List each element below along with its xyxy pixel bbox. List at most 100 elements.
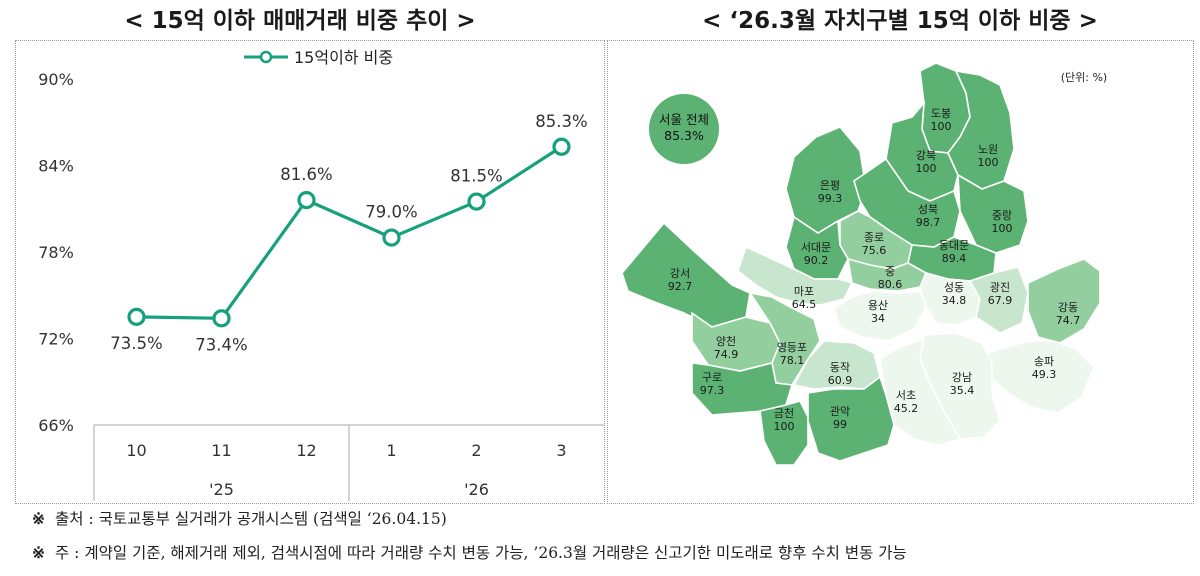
district-value: 100 xyxy=(992,222,1013,235)
district-value: 49.3 xyxy=(1032,368,1057,381)
series-line xyxy=(136,145,563,320)
line-chart-title: < 15억 이하 매매거래 비중 추이 > xyxy=(124,8,476,34)
data-point xyxy=(467,192,486,211)
district-value: 67.9 xyxy=(988,294,1013,307)
overall-label: 서울 전체 xyxy=(659,112,709,127)
district-name: 서초 xyxy=(896,389,916,402)
x-tick-label: 11 xyxy=(211,441,231,460)
district-value: 60.9 xyxy=(828,374,853,387)
district-area xyxy=(691,362,794,416)
data-point xyxy=(382,228,401,247)
y-tick-label: 90% xyxy=(38,70,74,89)
y-tick-label: 78% xyxy=(38,243,74,262)
district-area xyxy=(957,173,1029,254)
district-value: 34 xyxy=(871,312,885,325)
district-name: 강북 xyxy=(916,149,936,162)
footnote-mark: ※ xyxy=(32,543,45,562)
y-tick-label: 66% xyxy=(38,416,74,435)
district-area xyxy=(737,245,854,306)
district-name: 중 xyxy=(885,265,895,278)
district-name: 광진 xyxy=(990,281,1010,294)
district-value: 75.6 xyxy=(862,244,887,257)
y-tick-label: 84% xyxy=(38,157,74,176)
district-value: 100 xyxy=(978,156,999,169)
district-name: 도봉 xyxy=(931,107,951,120)
data-point xyxy=(127,307,146,326)
x-tick-label: 12 xyxy=(296,441,316,460)
district-area xyxy=(748,291,821,386)
district-value: 78.1 xyxy=(780,354,805,367)
data-label: 73.4% xyxy=(195,335,247,354)
data-label: 79.0% xyxy=(365,203,417,222)
district-name: 동대문 xyxy=(939,239,969,252)
district-name: 구로 xyxy=(702,371,722,384)
district-map-panel: 도봉 100 강북 100 노원 100 은평 99.3 성북 98.7 중랑 100 종로 75.6 서대… xyxy=(607,40,1194,504)
district-name: 금천 xyxy=(774,406,794,420)
district-name: 영등포 xyxy=(777,341,807,354)
footnote-mark: ※ xyxy=(32,509,45,528)
district-area xyxy=(785,215,849,280)
y-tick-label: 72% xyxy=(38,330,74,349)
year-group-label: '25 xyxy=(209,480,234,499)
district-name: 성북 xyxy=(918,203,938,216)
district-value: 45.2 xyxy=(894,402,919,415)
data-point xyxy=(552,137,571,156)
data-point xyxy=(212,309,231,328)
district-name: 종로 xyxy=(864,231,884,244)
data-label: 73.5% xyxy=(110,334,162,353)
district-name: 성동 xyxy=(944,281,964,294)
x-tick-label: 1 xyxy=(386,441,396,460)
district-value: 99.3 xyxy=(818,192,843,205)
line-chart-panel: 66% 72% 78% 84% 90% 10 11 12 1 2 3'25'26 15억이하 비중 73… xyxy=(15,40,605,504)
district-name: 마포 xyxy=(794,285,814,298)
district-name: 강서 xyxy=(670,267,690,280)
district-area xyxy=(833,290,927,342)
district-value: 100 xyxy=(931,120,952,133)
district-value: 99 xyxy=(833,418,847,431)
district-name: 관악 xyxy=(830,405,850,418)
x-tick-label: 10 xyxy=(126,441,146,460)
district-name: 은평 xyxy=(820,179,840,192)
district-value: 92.7 xyxy=(668,280,693,293)
x-tick-label: 3 xyxy=(556,441,566,460)
legend-marker xyxy=(259,50,273,64)
district-name: 강동 xyxy=(1058,301,1078,314)
note-footnote: ※ 주 : 계약일 기준, 해제거래 제외, 검색시점에 따라 거래량 수치 변동… xyxy=(32,541,907,563)
district-name: 용산 xyxy=(868,299,888,312)
district-area xyxy=(968,266,1029,334)
district-value: 35.4 xyxy=(950,384,975,397)
district-value: 74.7 xyxy=(1056,314,1081,327)
district-area xyxy=(1027,258,1101,344)
data-label: 85.3% xyxy=(535,112,587,131)
district-value: 64.5 xyxy=(792,298,817,311)
district-name: 서대문 xyxy=(801,241,831,254)
district-value: 90.2 xyxy=(804,254,829,267)
unit-label: (단위: %) xyxy=(1061,71,1107,84)
district-map: 도봉100강북100노원100은평99.3성북98.7중랑100종로75.6서대… xyxy=(621,62,1107,466)
district-name: 송파 xyxy=(1034,355,1054,368)
data-label: 81.5% xyxy=(450,167,502,186)
district-value: 34.8 xyxy=(942,294,967,307)
district-value: 100 xyxy=(916,162,937,175)
district-area xyxy=(807,375,895,462)
district-name: 양천 xyxy=(716,334,736,348)
district-name: 동작 xyxy=(830,361,850,374)
district-name: 노원 xyxy=(978,143,998,156)
district-value: 97.3 xyxy=(700,384,725,397)
source-footnote: ※ 출처 : 국토교통부 실거래가 공개시스템 (검색일 ‘26.04.15) xyxy=(32,507,447,529)
source-footnote-text: 출처 : 국토교통부 실거래가 공개시스템 (검색일 ‘26.04.15) xyxy=(55,510,447,528)
legend-label: 15억이하 비중 xyxy=(294,48,393,67)
district-value: 80.6 xyxy=(878,278,903,291)
district-value: 100 xyxy=(774,420,795,433)
map-chart-title: < ‘26.3월 자치구별 15억 이하 비중 > xyxy=(702,8,1098,34)
data-point xyxy=(297,191,316,210)
overall-badge xyxy=(649,94,719,164)
x-tick-label: 2 xyxy=(471,441,481,460)
year-group-label: '26 xyxy=(464,480,489,499)
district-area xyxy=(759,400,809,466)
district-area xyxy=(987,340,1095,414)
district-value: 89.4 xyxy=(942,252,967,265)
data-label: 81.6% xyxy=(280,165,332,184)
district-value: 98.7 xyxy=(916,216,941,229)
